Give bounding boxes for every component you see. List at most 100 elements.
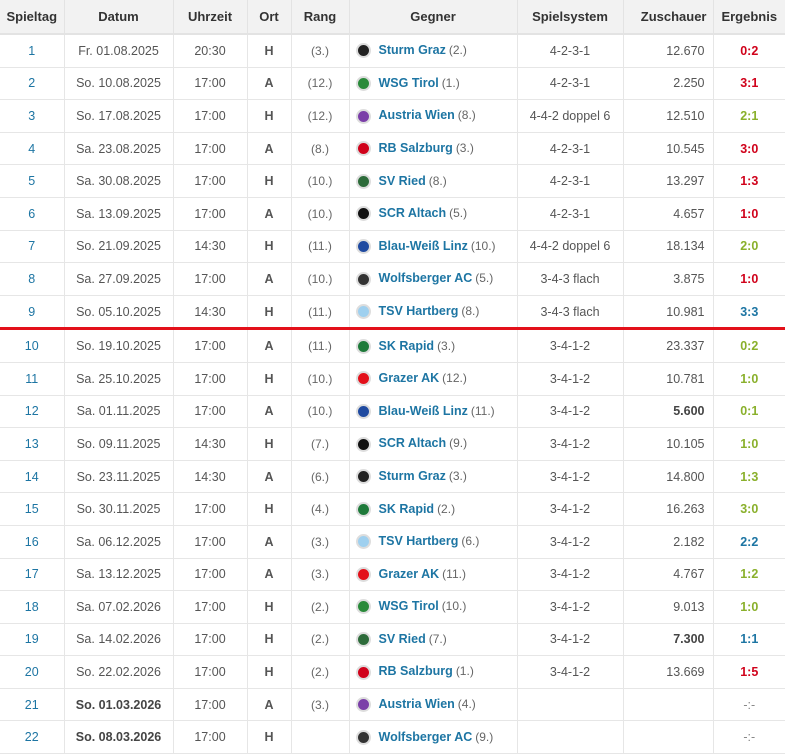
matchday[interactable]: 5: [0, 164, 65, 198]
opponent-link[interactable]: SCR Altach: [378, 206, 447, 221]
formation: 3-4-1-2: [517, 655, 624, 689]
matchday[interactable]: 11: [0, 362, 65, 396]
opponent-link[interactable]: SV Ried: [378, 631, 426, 646]
result-link[interactable]: 0:1: [740, 404, 759, 419]
result-link[interactable]: 3:0: [740, 502, 759, 517]
result-link[interactable]: 2:2: [740, 534, 759, 549]
result-link[interactable]: 0:2: [740, 339, 759, 354]
matchday[interactable]: 13: [0, 427, 65, 461]
col-ergebnis[interactable]: Ergebnis: [713, 0, 785, 35]
table-row: 8 Sa. 27.09.2025 17:00 A (10.) Wolfsberg…: [0, 262, 785, 296]
col-spielsystem[interactable]: Spielsystem: [517, 0, 624, 35]
result-link[interactable]: 2:0: [740, 239, 759, 254]
opponent-link[interactable]: Blau-Weiß Linz: [378, 403, 468, 418]
result-link[interactable]: 1:5: [740, 665, 759, 680]
col-datum[interactable]: Datum: [64, 0, 174, 35]
attendance: 2.250: [623, 67, 714, 101]
club-crest-icon: [355, 338, 371, 354]
formation: 3-4-1-2: [517, 590, 624, 624]
table-row: 11 Sa. 25.10.2025 17:00 H (10.) Grazer A…: [0, 362, 785, 396]
opponent-link[interactable]: Grazer AK: [378, 371, 440, 386]
matchday[interactable]: 7: [0, 230, 65, 264]
opponent-cell: WSG Tirol (10.): [349, 590, 518, 624]
club-crest-icon: [355, 469, 371, 485]
opponent-link[interactable]: TSV Hartberg: [378, 303, 459, 318]
result-link[interactable]: 1:0: [740, 206, 759, 221]
opponent-link[interactable]: SK Rapid: [378, 338, 435, 353]
rank: (11.): [291, 328, 350, 363]
matchday[interactable]: 14: [0, 460, 65, 494]
result-link[interactable]: 0:2: [740, 43, 759, 58]
table-row: 4 Sa. 23.08.2025 17:00 A (8.) RB Salzbur…: [0, 132, 785, 166]
matchday[interactable]: 22: [0, 720, 65, 754]
result-link[interactable]: 3:1: [740, 76, 759, 91]
matchday[interactable]: 17: [0, 558, 65, 592]
matchday[interactable]: 3: [0, 99, 65, 133]
matchday[interactable]: 9: [0, 295, 65, 331]
matchday[interactable]: 10: [0, 328, 65, 363]
opponent-link[interactable]: WSG Tirol: [378, 599, 439, 614]
opponent-link[interactable]: Grazer AK: [378, 566, 440, 581]
opponent-link[interactable]: RB Salzburg: [378, 140, 453, 155]
kickoff-time: 17:00: [173, 492, 248, 526]
matchday[interactable]: 6: [0, 197, 65, 231]
result-link[interactable]: 1:3: [740, 174, 759, 189]
opponent-cell: WSG Tirol (1.): [349, 67, 518, 101]
matchday[interactable]: 4: [0, 132, 65, 166]
matchday[interactable]: 19: [0, 623, 65, 657]
result-link[interactable]: 1:1: [740, 632, 759, 647]
matchday[interactable]: 15: [0, 492, 65, 526]
col-ort[interactable]: Ort: [247, 0, 292, 35]
col-uhrzeit[interactable]: Uhrzeit: [173, 0, 248, 35]
rank: [291, 720, 350, 754]
opponent-link[interactable]: WSG Tirol: [378, 75, 439, 90]
opponent-link[interactable]: Austria Wien: [378, 697, 455, 712]
opponent-link[interactable]: RB Salzburg: [378, 664, 453, 679]
col-gegner[interactable]: Gegner: [349, 0, 518, 35]
club-crest-icon: [355, 632, 371, 648]
club-crest-icon: [355, 403, 371, 419]
formation: 3-4-3 flach: [517, 262, 624, 296]
result-link[interactable]: 3:0: [740, 141, 759, 156]
result-link[interactable]: 3:3: [740, 304, 759, 319]
date: Sa. 06.12.2025: [64, 525, 174, 559]
result-link[interactable]: 2:1: [740, 108, 759, 123]
opponent-link[interactable]: Sturm Graz: [378, 468, 446, 483]
table-row: 3 So. 17.08.2025 17:00 H (12.) Austria W…: [0, 99, 785, 133]
opponent-link[interactable]: SK Rapid: [378, 501, 435, 516]
result-link[interactable]: 1:0: [740, 271, 759, 286]
attendance: 10.981: [623, 295, 714, 331]
result-link[interactable]: -:-: [743, 730, 756, 745]
result-link[interactable]: 1:3: [740, 469, 759, 484]
opponent-link[interactable]: SV Ried: [378, 173, 426, 188]
club-crest-icon: [355, 108, 371, 124]
col-spieltag[interactable]: Spieltag: [0, 0, 65, 35]
opponent-link[interactable]: Wolfsberger AC: [378, 271, 473, 286]
result-link[interactable]: 1:0: [740, 371, 759, 386]
club-crest-icon: [355, 238, 371, 254]
matchday[interactable]: 1: [0, 34, 65, 68]
opponent-link[interactable]: TSV Hartberg: [378, 534, 459, 549]
opponent-link[interactable]: Sturm Graz: [378, 43, 446, 58]
matchday[interactable]: 18: [0, 590, 65, 624]
opponent-link[interactable]: Blau-Weiß Linz: [378, 238, 468, 253]
matchday[interactable]: 12: [0, 395, 65, 429]
result-cell: -:-: [713, 720, 785, 754]
result-link[interactable]: 1:0: [740, 436, 759, 451]
col-rang[interactable]: Rang: [291, 0, 350, 35]
result-link[interactable]: -:-: [743, 697, 756, 712]
result-link[interactable]: 1:0: [740, 599, 759, 614]
opponent-link[interactable]: Wolfsberger AC: [378, 729, 473, 744]
opponent-cell: Wolfsberger AC (9.): [349, 720, 518, 754]
result-link[interactable]: 1:2: [740, 567, 759, 582]
opponent-link[interactable]: Austria Wien: [378, 108, 455, 123]
formation: 4-2-3-1: [517, 132, 624, 166]
matchday[interactable]: 16: [0, 525, 65, 559]
club-crest-icon: [355, 436, 371, 452]
opponent-link[interactable]: SCR Altach: [378, 436, 447, 451]
matchday[interactable]: 8: [0, 262, 65, 296]
matchday[interactable]: 20: [0, 655, 65, 689]
col-zuschauer[interactable]: Zuschauer: [623, 0, 714, 35]
matchday[interactable]: 2: [0, 67, 65, 101]
matchday[interactable]: 21: [0, 688, 65, 722]
